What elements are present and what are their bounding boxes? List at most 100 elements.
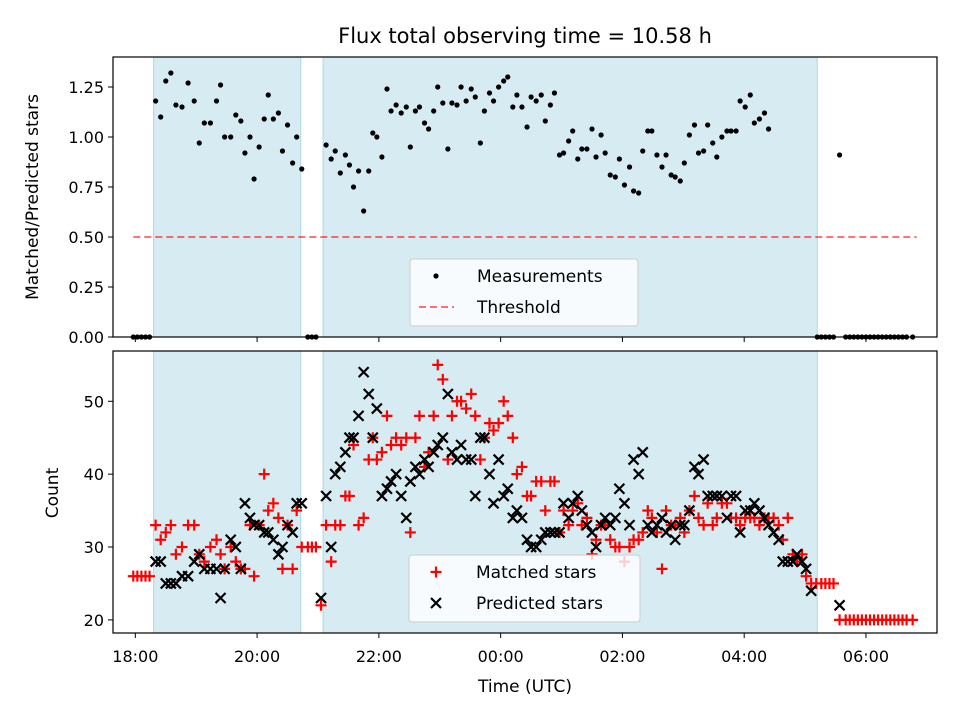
predicted-star-point bbox=[390, 468, 402, 480]
measurement-point bbox=[836, 152, 843, 158]
predicted-star-point bbox=[590, 541, 602, 553]
legend-label-matched: Matched stars bbox=[476, 563, 596, 583]
measurement-point bbox=[579, 146, 585, 152]
predicted-star-point bbox=[776, 555, 789, 568]
measurement-point bbox=[756, 116, 763, 122]
measurement-point bbox=[668, 172, 674, 178]
predicted-star-point bbox=[442, 388, 454, 400]
predicted-star-point bbox=[362, 388, 375, 400]
predicted-star-point bbox=[352, 410, 365, 422]
measurement-point bbox=[472, 94, 478, 100]
matched-star-point bbox=[782, 512, 794, 524]
matched-star-point bbox=[539, 505, 551, 517]
y-tick-label: 0.25 bbox=[68, 278, 104, 297]
predicted-star-point bbox=[562, 512, 575, 524]
predicted-star-point bbox=[796, 555, 808, 568]
predicted-star-point bbox=[230, 541, 242, 553]
measurement-point bbox=[290, 160, 296, 166]
matched-star-point bbox=[272, 512, 284, 524]
measurement-point bbox=[602, 150, 608, 156]
matched-star-point bbox=[827, 577, 839, 589]
measurement-point bbox=[654, 152, 660, 158]
matched-star-point bbox=[215, 548, 227, 560]
measurement-point bbox=[733, 128, 739, 134]
matched-star-point bbox=[353, 519, 365, 531]
measurement-point bbox=[179, 104, 185, 110]
x-tick-label: 00:00 bbox=[478, 647, 524, 666]
matched-star-point bbox=[310, 541, 322, 553]
bottom-panel: 20 30 40 50 18:00 20:00 22:00 00:00 02:00 04:00 06… bbox=[84, 350, 938, 666]
measurement-point bbox=[616, 156, 622, 162]
x-tick-label: 20:00 bbox=[234, 647, 280, 666]
predicted-star-point bbox=[595, 519, 607, 531]
x-tick-label: 04:00 bbox=[721, 647, 767, 666]
matched-star-point bbox=[488, 424, 500, 436]
matched-star-point bbox=[248, 570, 260, 582]
measurement-point bbox=[686, 132, 692, 138]
measurement-point bbox=[384, 86, 390, 92]
predicted-star-point bbox=[609, 512, 622, 524]
measurement-point bbox=[355, 168, 362, 174]
predicted-star-point bbox=[669, 533, 681, 546]
matched-star-point bbox=[204, 541, 216, 553]
measurement-point bbox=[598, 132, 604, 138]
predicted-star-point bbox=[581, 519, 593, 531]
measurement-point bbox=[379, 154, 385, 160]
legend-marker-predicted bbox=[430, 597, 442, 609]
matched-star-point bbox=[548, 475, 560, 487]
measurement-point bbox=[416, 104, 423, 110]
matched-star-point bbox=[390, 432, 402, 444]
measurement-point bbox=[636, 190, 642, 196]
predicted-star-point bbox=[516, 512, 528, 524]
predicted-star-point bbox=[159, 577, 172, 590]
matched-star-point bbox=[446, 410, 458, 422]
matched-star-point bbox=[493, 417, 505, 429]
measurement-point bbox=[737, 98, 743, 104]
predicted-star-point bbox=[267, 533, 280, 546]
measurement-point bbox=[510, 104, 516, 110]
predicted-star-point bbox=[692, 468, 705, 480]
predicted-star-point bbox=[651, 519, 663, 531]
matched-star-point bbox=[211, 534, 223, 546]
measurement-point bbox=[393, 102, 399, 108]
matched-star-point bbox=[502, 410, 514, 422]
matched-star-point bbox=[525, 490, 537, 502]
observing-window-shade bbox=[153, 56, 302, 338]
predicted-star-point bbox=[371, 402, 383, 415]
matched-star-point bbox=[711, 512, 723, 524]
predicted-star-point bbox=[235, 563, 247, 575]
predicted-star-point bbox=[339, 446, 352, 459]
predicted-star-point bbox=[553, 526, 566, 539]
predicted-star-point bbox=[276, 541, 289, 553]
legend-label-measurements: Measurements bbox=[477, 267, 603, 287]
legend-label-threshold: Threshold bbox=[476, 298, 561, 318]
predicted-star-point bbox=[497, 490, 510, 502]
predicted-star-point bbox=[422, 461, 435, 473]
measurement-point bbox=[366, 168, 372, 174]
measurement-point bbox=[691, 122, 698, 128]
measurement-point bbox=[337, 170, 343, 176]
measurement-point bbox=[630, 188, 637, 194]
measurement-point bbox=[645, 128, 651, 134]
matched-star-point bbox=[465, 388, 477, 400]
predicted-star-point bbox=[734, 526, 746, 539]
matched-star-point bbox=[455, 395, 467, 407]
x-axis-label: Time (UTC) bbox=[477, 677, 572, 697]
predicted-star-point bbox=[395, 490, 407, 502]
predicted-star-point bbox=[381, 482, 393, 495]
predicted-star-point bbox=[376, 490, 388, 502]
predicted-star-point bbox=[730, 490, 742, 502]
predicted-star-point bbox=[347, 431, 360, 444]
measurement-point bbox=[724, 128, 730, 134]
matched-star-point bbox=[516, 461, 528, 473]
predicted-star-point bbox=[688, 461, 701, 473]
measurement-point bbox=[710, 140, 716, 146]
predicted-star-point bbox=[239, 497, 251, 510]
measurement-point bbox=[514, 92, 520, 98]
predicted-star-point bbox=[642, 519, 654, 531]
measurement-point bbox=[695, 150, 702, 156]
measurement-point bbox=[398, 110, 404, 116]
matched-star-point bbox=[376, 446, 388, 458]
measurement-point bbox=[361, 208, 367, 214]
y-tick-label: 1.00 bbox=[68, 128, 104, 147]
